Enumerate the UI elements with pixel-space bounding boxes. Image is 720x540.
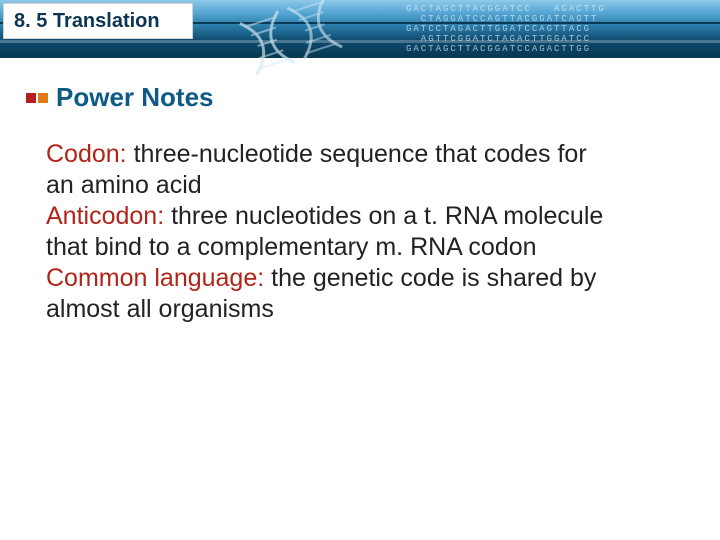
term-label: Codon: (46, 140, 127, 168)
bullet-square-orange (38, 93, 48, 103)
section-heading-row: Power Notes (26, 82, 690, 113)
term-label: Anticodon: (46, 202, 164, 230)
slide-content: Power Notes Codon: three-nucleotide sequ… (0, 58, 720, 345)
term-label: Common language: (46, 264, 264, 292)
definitions-block: Codon: three-nucleotide sequence that co… (46, 139, 606, 325)
definition-item: Anticodon: three nucleotides on a t. RNA… (46, 201, 606, 263)
dna-sequence-texture: GACTAGCTTACGGATCC AGACTTG CTAGGATCCAGTTA… (400, 0, 720, 58)
definition-item: Codon: three-nucleotide sequence that co… (46, 139, 606, 201)
slide-title-box: 8. 5 Translation (3, 3, 193, 39)
bullet-square-red (26, 93, 36, 103)
term-text: three-nucleotide sequence that codes for… (46, 140, 587, 199)
bullet-squares-icon (26, 93, 48, 103)
definition-item: Common language: the genetic code is sha… (46, 263, 606, 325)
slide-title: 8. 5 Translation (14, 10, 160, 33)
slide-header: GACTAGCTTACGGATCC AGACTTG CTAGGATCCAGTTA… (0, 0, 720, 58)
section-heading: Power Notes (56, 82, 214, 113)
